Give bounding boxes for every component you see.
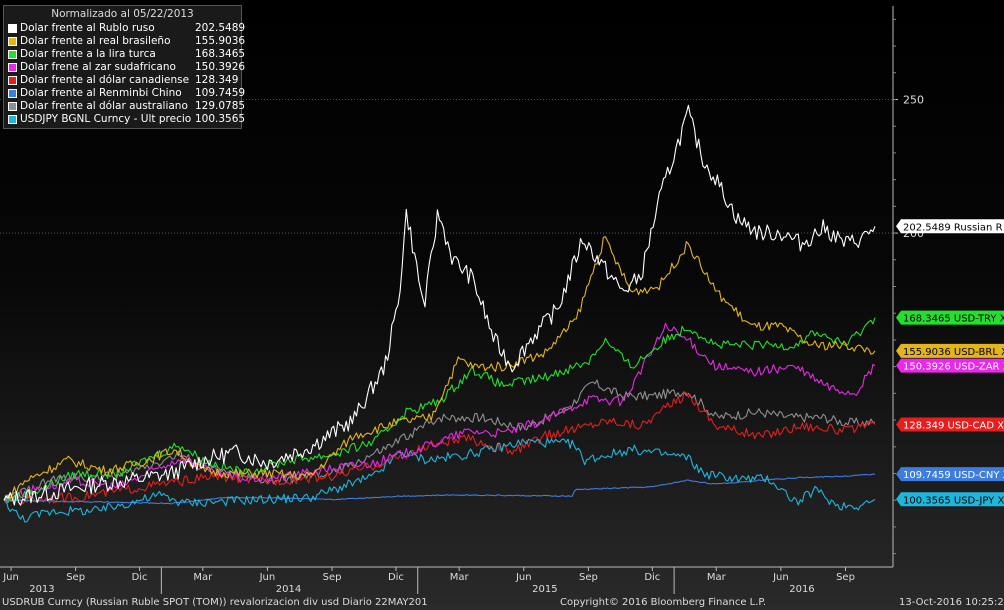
x-tick-label: Sep bbox=[836, 572, 855, 583]
grid-lines bbox=[0, 99, 893, 234]
value-tag: 128.349 USD-CAD X bbox=[896, 417, 1004, 432]
value-tag: 168.3465 USD-TRY X bbox=[896, 310, 1004, 325]
legend-entry: Dolar frente al dólar australiano 129.078… bbox=[4, 100, 246, 113]
x-axis: Jun Sep Dic Mar Jun Sep Dic Mar Jun Sep Dic Mar Jun S… bbox=[0, 566, 893, 595]
x-tick-label: Sep bbox=[323, 572, 342, 583]
legend-swatch bbox=[8, 76, 17, 85]
legend-swatch bbox=[8, 115, 17, 124]
series-line bbox=[3, 473, 876, 505]
series-layer bbox=[3, 104, 876, 523]
footer-security-description: USDRUB Curncy (Russian Ruble SPOT (TOM))… bbox=[2, 597, 428, 608]
series-line bbox=[3, 236, 876, 501]
value-tag-bg bbox=[896, 343, 1004, 358]
series-line bbox=[3, 104, 876, 506]
footer-copyright: Copyright© 2016 Bloomberg Finance L.P. bbox=[560, 597, 767, 608]
legend-label: USDJPY BGNL Curncy - Últ precio bbox=[20, 113, 192, 125]
series-line bbox=[3, 437, 876, 523]
value-tag: 109.7459 USD-CNY X bbox=[896, 467, 1004, 482]
legend-swatch bbox=[8, 102, 17, 111]
x-year-label: 2015 bbox=[532, 584, 557, 595]
legend-label: Dolar frene al zar sudafricano bbox=[20, 61, 176, 73]
legend-label: Dolar frente al dólar australiano bbox=[20, 100, 188, 112]
x-tick-label: Jun bbox=[772, 572, 789, 583]
legend-label: Dolar frente al Renminbi Chino bbox=[20, 87, 182, 99]
legend-value: 155.9036 bbox=[195, 35, 246, 47]
legend-entry: Dolar frente a la lira turca 168.3465 bbox=[4, 48, 246, 61]
legend-entry: Dolar frente al real brasileño 155.9036 bbox=[4, 35, 246, 48]
x-tick-label: Dic bbox=[132, 572, 148, 583]
value-tag-bg bbox=[896, 467, 1004, 482]
legend-value: 202.5489 bbox=[195, 22, 246, 34]
value-tag: 202.5489 Russian R bbox=[896, 219, 1004, 234]
legend-entry: Dolar frente al Rublo ruso 202.5489 bbox=[4, 22, 246, 35]
legend: Normalizado al 05/22/2013 Dolar frente a… bbox=[3, 5, 246, 129]
legend-entry: Dolar frente al Renminbi Chino 109.7459 bbox=[4, 87, 246, 100]
legend-label: Dolar frente al Rublo ruso bbox=[20, 22, 155, 34]
x-tick-label: Jun bbox=[259, 572, 276, 583]
series-line bbox=[3, 391, 876, 505]
x-tick-label: Sep bbox=[66, 572, 85, 583]
value-tag-label: 202.5489 Russian R bbox=[903, 222, 1003, 233]
x-tick-label: Jun bbox=[2, 572, 19, 583]
legend-swatch bbox=[8, 37, 17, 46]
series-line bbox=[3, 322, 876, 502]
x-tick-label: Mar bbox=[707, 572, 727, 583]
y-tick-label: 250 bbox=[903, 94, 924, 107]
legend-value: 109.7459 bbox=[195, 87, 246, 99]
series-line bbox=[3, 317, 876, 502]
x-year-label: 2016 bbox=[789, 584, 814, 595]
x-year-label: 2014 bbox=[276, 584, 301, 595]
legend-value: 128.349 bbox=[195, 74, 239, 86]
legend-value: 129.0785 bbox=[195, 100, 246, 112]
value-tag-label: 168.3465 USD-TRY X bbox=[903, 314, 1004, 325]
legend-swatch bbox=[8, 50, 17, 59]
legend-swatch bbox=[8, 89, 17, 98]
legend-label: Dolar frente al dólar canadiense bbox=[20, 74, 190, 86]
value-tag: 155.9036 USD-BRL X bbox=[896, 343, 1004, 358]
value-tag-label: 100.3565 USD-JPY X bbox=[903, 495, 1004, 506]
legend-entry: Dolar frente al dólar canadiense 128.349 bbox=[4, 74, 241, 87]
legend-title: Normalizado al 05/22/2013 bbox=[51, 8, 194, 20]
x-tick-label: Jun bbox=[515, 572, 532, 583]
value-tag-bg bbox=[896, 492, 1004, 507]
value-tag-bg bbox=[896, 358, 1004, 373]
legend-value: 150.3926 bbox=[195, 61, 246, 73]
legend-label: Dolar frente al real brasileño bbox=[20, 35, 171, 47]
value-tag-bg bbox=[896, 219, 1004, 234]
x-tick-label: Dic bbox=[644, 572, 660, 583]
legend-value: 168.3465 bbox=[195, 48, 246, 60]
legend-entry: Dolar frene al zar sudafricano 150.3926 bbox=[4, 61, 246, 74]
x-tick-label: Mar bbox=[450, 572, 470, 583]
x-tick-label: Dic bbox=[388, 572, 404, 583]
x-year-label: 2013 bbox=[29, 584, 54, 595]
legend-swatch bbox=[8, 24, 17, 33]
legend-value: 100.3565 bbox=[195, 113, 246, 125]
value-tag-label: 150.3926 USD-ZAR X bbox=[903, 362, 1004, 373]
value-tag-label: 109.7459 USD-CNY X bbox=[903, 470, 1004, 481]
footer-timestamp: 13-Oct-2016 10:25:28 bbox=[899, 597, 1004, 608]
legend-label: Dolar frente a la lira turca bbox=[20, 48, 156, 60]
series-line bbox=[3, 379, 876, 504]
value-tag-bg bbox=[896, 417, 1004, 432]
legend-entry: USDJPY BGNL Curncy - Últ precio 100.3565 bbox=[4, 113, 246, 126]
value-tag-label: 128.349 USD-CAD X bbox=[903, 420, 1004, 431]
value-tag: 150.3926 USD-ZAR X bbox=[896, 358, 1004, 373]
last-value-tags: 202.5489 Russian R 155.9036 USD-BRL X 168.… bbox=[896, 219, 1004, 507]
legend-swatch bbox=[8, 63, 17, 72]
value-tag: 100.3565 USD-JPY X bbox=[896, 492, 1004, 507]
value-tag-bg bbox=[896, 310, 1004, 325]
x-tick-label: Sep bbox=[579, 572, 598, 583]
x-tick-label: Mar bbox=[193, 572, 213, 583]
value-tag-label: 155.9036 USD-BRL X bbox=[903, 347, 1004, 358]
